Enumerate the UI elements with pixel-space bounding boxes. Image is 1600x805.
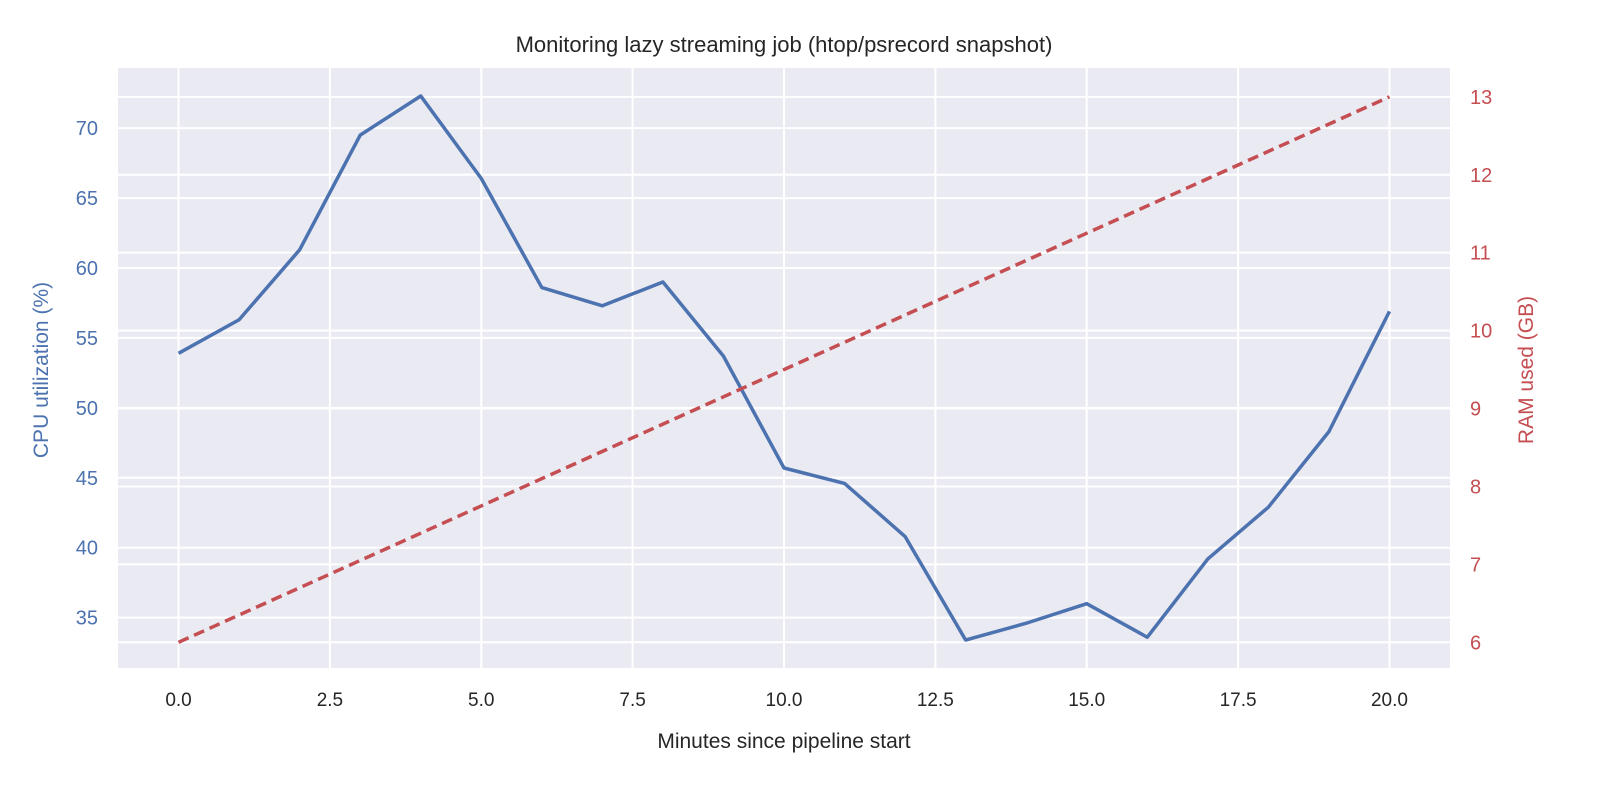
x-tick-label: 0.0 bbox=[165, 690, 191, 711]
x-tick-label: 10.0 bbox=[766, 690, 803, 711]
left-y-tick-label: 40 bbox=[76, 538, 98, 560]
x-tick-label: 2.5 bbox=[317, 690, 343, 711]
right-y-tick-label: 11 bbox=[1470, 243, 1491, 265]
x-tick-label: 15.0 bbox=[1068, 690, 1105, 711]
right-y-tick-label: 7 bbox=[1470, 554, 1481, 576]
x-tick-label: 20.0 bbox=[1371, 690, 1408, 711]
left-y-tick-label: 65 bbox=[76, 188, 98, 210]
left-y-tick-label: 50 bbox=[76, 398, 98, 420]
right-y-tick-label: 6 bbox=[1470, 632, 1481, 654]
left-y-tick-label: 70 bbox=[76, 118, 98, 140]
right-y-tick-label: 12 bbox=[1470, 165, 1492, 187]
x-axis-label: Minutes since pipeline start bbox=[657, 730, 910, 753]
left-y-axis-label: CPU utilization (%) bbox=[30, 282, 53, 458]
left-y-tick-label: 60 bbox=[76, 258, 98, 280]
left-y-tick-label: 55 bbox=[76, 328, 98, 350]
right-y-tick-label: 10 bbox=[1470, 321, 1492, 343]
right-y-tick-label: 9 bbox=[1470, 399, 1481, 421]
x-tick-label: 7.5 bbox=[619, 690, 645, 711]
right-y-axis-label: RAM used (GB) bbox=[1515, 296, 1538, 444]
chart-title: Monitoring lazy streaming job (htop/psre… bbox=[516, 32, 1053, 57]
right-y-tick-label: 8 bbox=[1470, 476, 1481, 498]
x-tick-label: 12.5 bbox=[917, 690, 954, 711]
x-tick-label: 5.0 bbox=[468, 690, 494, 711]
x-tick-label: 17.5 bbox=[1220, 690, 1257, 711]
left-y-tick-label: 35 bbox=[76, 608, 98, 630]
left-y-tick-label: 45 bbox=[76, 468, 98, 490]
right-y-tick-label: 13 bbox=[1470, 87, 1492, 109]
